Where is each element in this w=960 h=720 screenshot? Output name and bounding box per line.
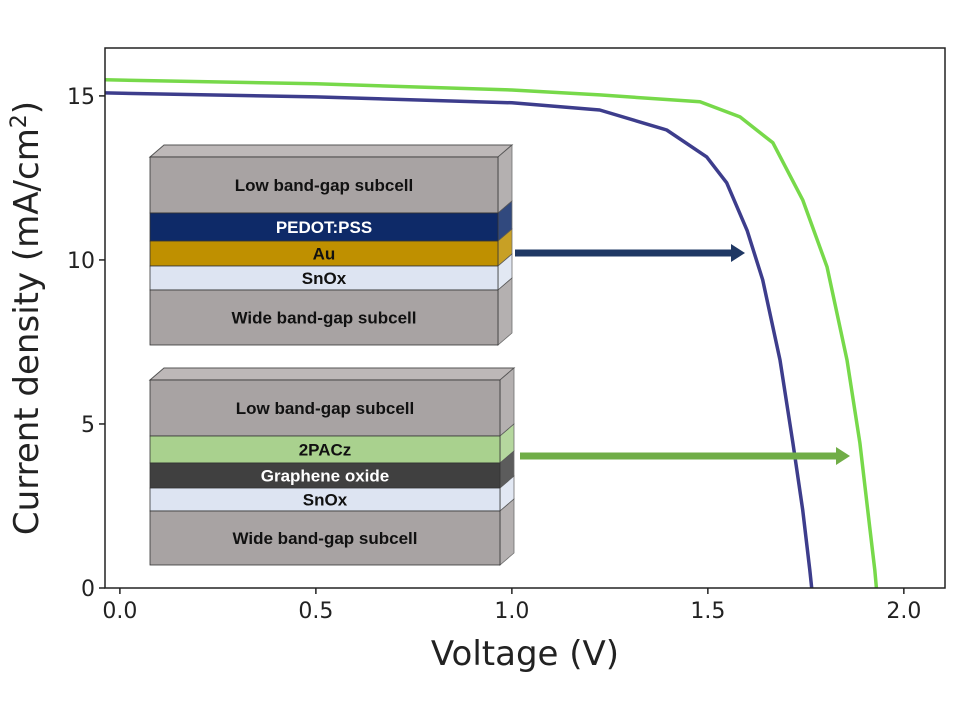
insets: Low band-gap subcell PEDOT:PSS Au SnOx Wide … <box>148 144 850 566</box>
layer-rect <box>149 510 501 566</box>
y-tick-label: 0 <box>81 577 95 602</box>
layer-label: Au <box>313 245 336 264</box>
arrow-head <box>836 447 850 465</box>
layer-label: PEDOT:PSS <box>276 218 372 237</box>
stack-top-face <box>148 367 516 381</box>
x-axis-label: Voltage (V) <box>431 634 619 674</box>
layer-label: Graphene oxide <box>261 467 389 486</box>
x-tick-label: 1.5 <box>690 599 725 624</box>
y-tick-label: 10 <box>67 249 95 274</box>
layer-side-face <box>497 277 513 346</box>
layer-rect <box>149 265 499 291</box>
x-tick-label: 2.0 <box>886 599 921 624</box>
layer-label: Low band-gap subcell <box>236 399 415 418</box>
layer-rect <box>149 435 501 464</box>
series-line-1 <box>104 78 879 589</box>
layer-label: Wide band-gap subcell <box>233 529 418 548</box>
y-axis-label: Current density (mA/cm2) <box>7 101 47 535</box>
stack-2: Low band-gap subcell 2PACz Graphene oxide S… <box>148 367 850 566</box>
stack-top-face <box>148 144 514 158</box>
series-line-0 <box>104 91 814 589</box>
y-tick-label: 5 <box>81 413 95 438</box>
stack-1: Low band-gap subcell PEDOT:PSS Au SnOx Wide … <box>148 144 745 346</box>
x-tick-label: 0.0 <box>102 599 137 624</box>
layer-label: SnOx <box>303 491 348 510</box>
layer-rect <box>149 289 499 346</box>
layer-rect <box>149 156 499 214</box>
curves <box>104 78 879 589</box>
layer-rect <box>149 212 499 242</box>
layer-label: Wide band-gap subcell <box>232 309 417 328</box>
ticks: 0.0 0.5 1.0 1.5 2.0 0 5 10 15 <box>67 85 921 624</box>
arrow-head <box>731 244 745 262</box>
y-tick-label: 15 <box>67 85 95 110</box>
x-tick-label: 1.0 <box>494 599 529 624</box>
layer-rect <box>149 379 501 437</box>
layer-label: SnOx <box>302 269 347 288</box>
layer-label: 2PACz <box>299 441 352 460</box>
layer-side-face <box>499 498 515 566</box>
x-tick-label: 0.5 <box>298 599 333 624</box>
plot-frame <box>104 47 946 589</box>
layer-label: Low band-gap subcell <box>235 176 414 195</box>
